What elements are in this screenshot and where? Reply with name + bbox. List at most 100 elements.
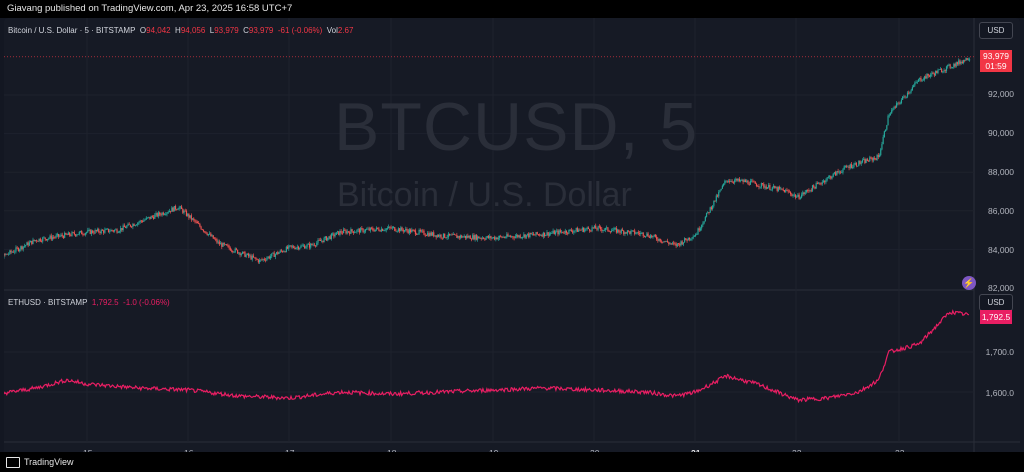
candle-body	[258, 259, 261, 263]
candle-body	[926, 73, 928, 79]
candle-body	[246, 253, 248, 255]
candle-body	[524, 234, 526, 238]
candle-body	[843, 166, 845, 170]
candle-body	[899, 102, 901, 104]
candle-body	[941, 69, 943, 73]
candle-body	[833, 172, 836, 174]
candle-body	[386, 228, 389, 229]
candle-body	[447, 233, 449, 238]
candle-body	[179, 206, 181, 208]
candle-body	[664, 241, 666, 243]
candle-body	[658, 238, 660, 241]
candle-body	[531, 233, 533, 235]
candle-body	[869, 157, 871, 161]
candle-body	[62, 236, 65, 238]
candle-body	[327, 237, 329, 241]
candle-body	[177, 209, 179, 210]
main-currency-button[interactable]: USD	[979, 22, 1013, 39]
sub-legend[interactable]: ETHUSD · BITSTAMP 1,792.5 -1.0 (-0.06%)	[8, 298, 170, 307]
candle-body	[679, 243, 681, 246]
candle-body	[128, 223, 130, 225]
candle-body	[223, 242, 225, 245]
candle-body	[301, 245, 303, 247]
candle-body	[738, 178, 741, 182]
candle-body	[863, 159, 865, 160]
candle-body	[152, 216, 155, 219]
candle-body	[490, 236, 492, 239]
chart-area[interactable]: BTCUSD, 5 Bitcoin / U.S. Dollar Bitcoin …	[4, 18, 1020, 458]
candle-body	[306, 244, 308, 248]
candle-body	[752, 180, 754, 182]
candle-body	[726, 180, 728, 182]
candle-body	[692, 236, 694, 239]
candle-body	[285, 246, 287, 253]
candle-body	[428, 233, 430, 237]
candle-body	[489, 236, 491, 238]
candle-body	[340, 231, 342, 233]
candle-body	[969, 59, 971, 61]
candle-body	[562, 231, 564, 233]
candle-body	[602, 230, 604, 231]
candle-body	[230, 250, 233, 252]
candle-body	[603, 229, 605, 231]
candle-body	[668, 242, 670, 244]
chart-canvas[interactable]	[4, 18, 1020, 458]
candle-body	[727, 181, 730, 183]
candle-body	[573, 231, 575, 233]
candle-body	[919, 77, 921, 80]
candle-body	[378, 228, 380, 231]
candle-body	[374, 229, 376, 232]
candle-body	[625, 232, 627, 234]
candle-body	[877, 155, 879, 157]
candle-body	[336, 231, 339, 233]
last-price-tag: 93,979 01:59	[980, 50, 1012, 72]
candle-body	[261, 259, 263, 261]
sub-currency-button[interactable]: USD	[979, 294, 1013, 311]
lightning-icon[interactable]: ⚡	[962, 276, 976, 290]
main-legend[interactable]: Bitcoin / U.S. Dollar · 5 · BITSTAMP O94…	[8, 26, 353, 35]
candle-body	[17, 247, 19, 251]
candle-body	[369, 227, 371, 231]
candle-body	[291, 246, 294, 248]
candle-body	[511, 236, 513, 238]
candle-body	[665, 240, 667, 242]
candle-body	[522, 236, 524, 238]
candle-body	[358, 229, 361, 233]
candle-body	[567, 233, 569, 234]
candle-body	[288, 245, 290, 249]
candle-body	[412, 229, 414, 231]
candle-body	[744, 180, 747, 183]
candle-body	[229, 248, 231, 251]
candle-body	[707, 212, 709, 213]
candle-body	[37, 241, 39, 242]
candle-body	[564, 230, 566, 234]
candle-body	[459, 235, 462, 238]
candle-body	[480, 237, 482, 239]
candle-body	[955, 62, 957, 67]
bar-countdown: 01:59	[985, 61, 1007, 71]
candle-body	[310, 243, 312, 248]
candle-body	[286, 246, 289, 249]
candle-body	[475, 234, 477, 240]
candle-body	[411, 229, 413, 233]
y-tick: 92,000	[988, 89, 1014, 99]
candle-body	[98, 229, 100, 233]
candle-body	[357, 229, 359, 230]
candle-body	[824, 180, 826, 183]
candle-body	[779, 187, 781, 189]
candle-body	[101, 229, 104, 231]
candle-body	[959, 60, 961, 64]
candle-body	[832, 173, 834, 177]
candle-body	[257, 259, 259, 263]
candle-body	[530, 232, 532, 235]
candle-body	[425, 235, 428, 237]
candle-body	[814, 186, 816, 189]
candle-body	[120, 228, 122, 232]
candle-body	[54, 237, 56, 239]
candle-body	[786, 189, 788, 191]
candle-body	[249, 255, 251, 257]
candle-body	[379, 230, 381, 232]
candle-body	[446, 237, 448, 238]
candle-body	[841, 172, 843, 174]
candle-body	[247, 253, 250, 257]
